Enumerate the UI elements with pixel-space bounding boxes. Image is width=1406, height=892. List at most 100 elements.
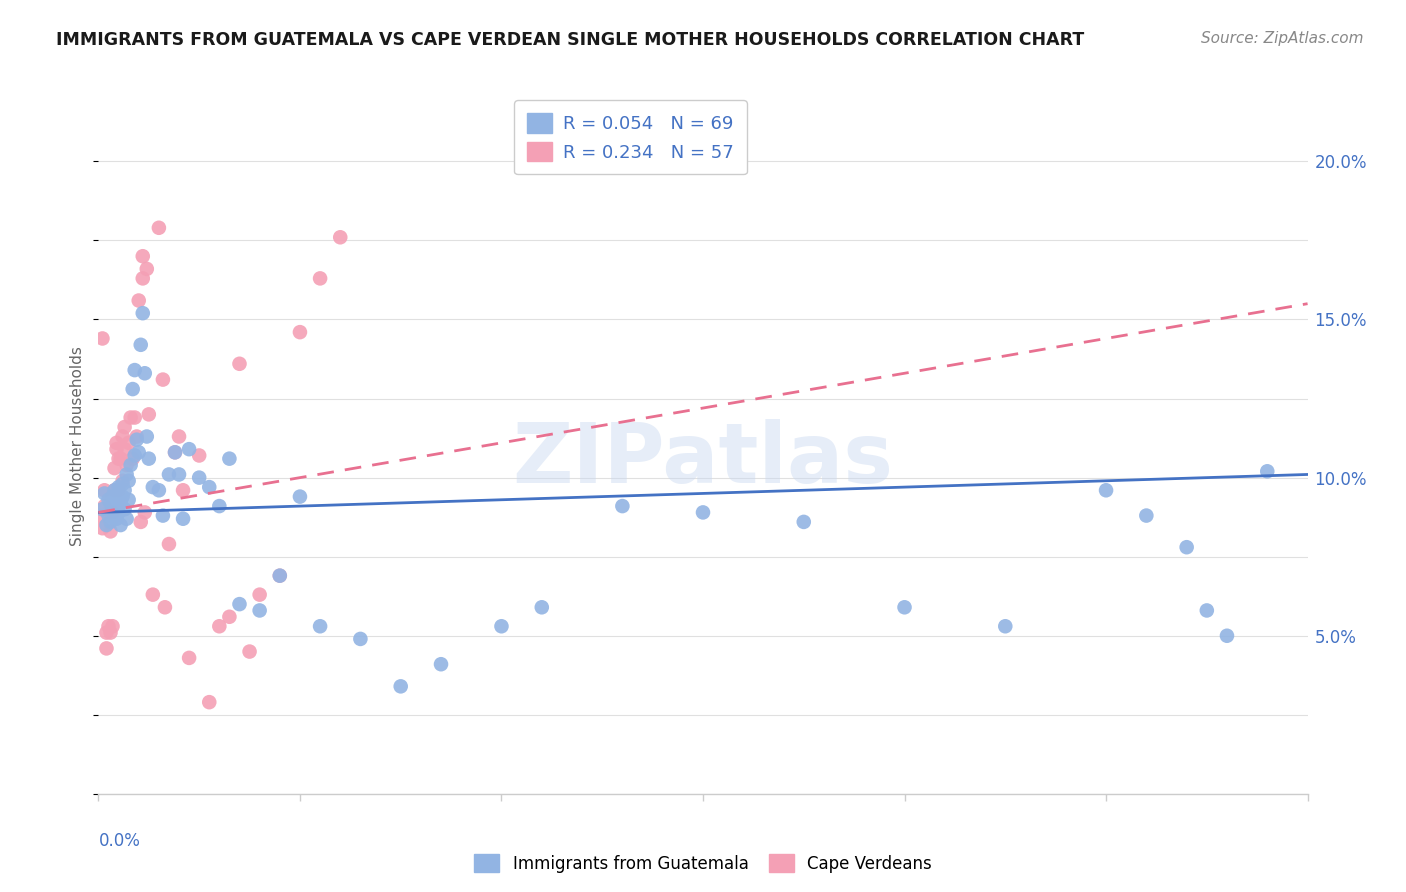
Point xyxy=(107,505,129,519)
Point xyxy=(101,505,124,519)
Point xyxy=(114,502,136,516)
Point xyxy=(198,480,221,494)
Point xyxy=(994,619,1017,633)
Point xyxy=(97,505,120,519)
Point xyxy=(1175,540,1198,554)
Point xyxy=(103,461,125,475)
Point xyxy=(128,293,150,308)
Point xyxy=(239,644,262,658)
Point xyxy=(167,467,190,482)
Text: Source: ZipAtlas.com: Source: ZipAtlas.com xyxy=(1201,31,1364,46)
Legend: R = 0.054   N = 69, R = 0.234   N = 57: R = 0.054 N = 69, R = 0.234 N = 57 xyxy=(515,100,747,174)
Point xyxy=(152,508,174,523)
Point xyxy=(114,483,136,498)
Point xyxy=(100,496,122,510)
Point xyxy=(349,632,371,646)
Point xyxy=(309,619,332,633)
Point xyxy=(114,420,136,434)
Point xyxy=(1095,483,1118,498)
Point xyxy=(101,499,124,513)
Legend: Immigrants from Guatemala, Cape Verdeans: Immigrants from Guatemala, Cape Verdeans xyxy=(468,847,938,880)
Text: ZIPatlas: ZIPatlas xyxy=(513,419,893,500)
Point xyxy=(93,483,115,498)
Point xyxy=(111,490,134,504)
Point xyxy=(118,435,141,450)
Point xyxy=(97,492,120,507)
Point xyxy=(218,609,240,624)
Point xyxy=(135,429,157,443)
Point xyxy=(142,588,165,602)
Point xyxy=(1135,508,1157,523)
Point xyxy=(118,492,141,507)
Point xyxy=(1195,603,1218,617)
Point xyxy=(269,568,291,582)
Point xyxy=(115,512,138,526)
Point xyxy=(179,651,201,665)
Point xyxy=(152,373,174,387)
Point xyxy=(163,445,186,459)
Point xyxy=(228,357,250,371)
Point xyxy=(132,306,155,320)
Point xyxy=(163,445,186,459)
Point xyxy=(105,442,128,457)
Point xyxy=(134,366,156,380)
Point xyxy=(91,502,114,516)
Point xyxy=(91,521,114,535)
Point xyxy=(103,483,125,498)
Point xyxy=(125,429,148,443)
Point xyxy=(148,483,170,498)
Point xyxy=(309,271,332,285)
Point xyxy=(115,467,138,482)
Point xyxy=(118,474,141,488)
Point xyxy=(124,449,146,463)
Point xyxy=(188,470,211,484)
Point xyxy=(198,695,221,709)
Point xyxy=(128,445,150,459)
Point xyxy=(107,451,129,466)
Point xyxy=(132,249,155,263)
Point xyxy=(218,451,240,466)
Point xyxy=(132,271,155,285)
Point xyxy=(110,496,132,510)
Point xyxy=(110,518,132,533)
Point xyxy=(208,499,231,513)
Point xyxy=(110,451,132,466)
Point xyxy=(793,515,815,529)
Point xyxy=(430,657,453,672)
Point xyxy=(157,537,180,551)
Point xyxy=(101,490,124,504)
Point xyxy=(103,508,125,523)
Point xyxy=(138,408,160,422)
Point xyxy=(96,518,118,533)
Point xyxy=(120,410,142,425)
Point xyxy=(530,600,553,615)
Point xyxy=(96,625,118,640)
Point xyxy=(179,442,201,457)
Point xyxy=(1216,629,1239,643)
Point xyxy=(129,338,152,352)
Point xyxy=(121,382,143,396)
Point xyxy=(208,619,231,633)
Point xyxy=(97,619,120,633)
Point xyxy=(228,597,250,611)
Point xyxy=(100,515,122,529)
Point xyxy=(115,458,138,472)
Text: IMMIGRANTS FROM GUATEMALA VS CAPE VERDEAN SINGLE MOTHER HOUSEHOLDS CORRELATION C: IMMIGRANTS FROM GUATEMALA VS CAPE VERDEA… xyxy=(56,31,1084,49)
Point xyxy=(612,499,634,513)
Point xyxy=(100,625,122,640)
Point xyxy=(157,467,180,482)
Point xyxy=(93,499,115,513)
Text: 0.0%: 0.0% xyxy=(98,832,141,850)
Point xyxy=(153,600,176,615)
Point xyxy=(107,480,129,494)
Point xyxy=(269,568,291,582)
Point xyxy=(138,451,160,466)
Point xyxy=(142,480,165,494)
Point xyxy=(124,410,146,425)
Point xyxy=(288,325,311,339)
Point xyxy=(893,600,915,615)
Point xyxy=(96,641,118,656)
Point xyxy=(188,449,211,463)
Point xyxy=(105,492,128,507)
Point xyxy=(692,505,714,519)
